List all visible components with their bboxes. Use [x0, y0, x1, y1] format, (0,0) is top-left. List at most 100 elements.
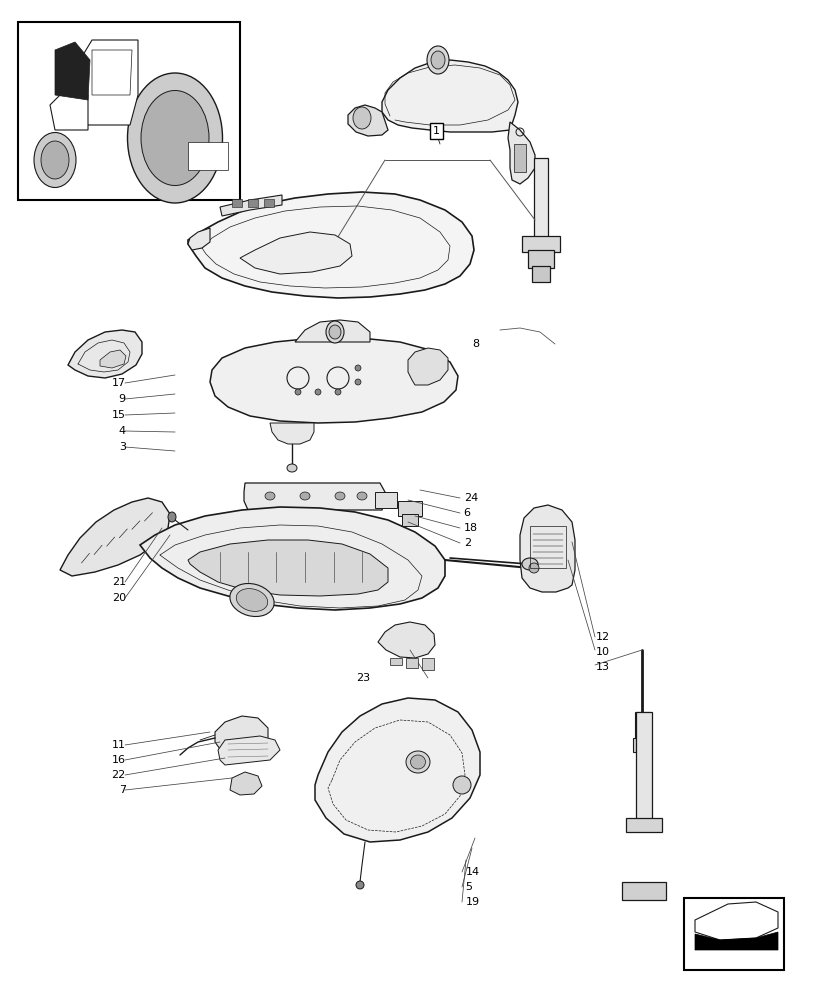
Text: 8: 8 [471, 339, 479, 349]
Bar [521, 236, 559, 252]
Text: 11: 11 [112, 740, 126, 750]
Polygon shape [405, 658, 418, 668]
Polygon shape [80, 40, 138, 125]
Text: 4: 4 [118, 426, 126, 436]
Polygon shape [694, 902, 777, 940]
Ellipse shape [525, 561, 542, 575]
Text: 1: 1 [433, 126, 439, 136]
Ellipse shape [355, 365, 361, 371]
Text: 6: 6 [463, 508, 470, 518]
Text: 23: 23 [356, 673, 370, 683]
Ellipse shape [352, 107, 370, 129]
Bar [532, 266, 549, 282]
Ellipse shape [230, 583, 274, 617]
Polygon shape [100, 350, 126, 368]
Bar [528, 250, 553, 268]
Text: 18: 18 [463, 523, 477, 533]
Polygon shape [68, 330, 141, 378]
Ellipse shape [127, 73, 222, 203]
Ellipse shape [355, 379, 361, 385]
Ellipse shape [431, 51, 444, 69]
Bar [632, 738, 650, 752]
Ellipse shape [168, 512, 176, 522]
Polygon shape [92, 50, 131, 95]
Bar [533, 158, 547, 238]
Bar [514, 144, 525, 172]
Ellipse shape [335, 389, 341, 395]
Ellipse shape [236, 589, 267, 611]
Text: 3: 3 [119, 442, 126, 452]
Polygon shape [314, 698, 480, 842]
Text: 12: 12 [595, 632, 609, 642]
Text: 20: 20 [112, 593, 126, 603]
Ellipse shape [326, 321, 343, 343]
Bar [635, 712, 651, 822]
Text: 13: 13 [595, 662, 609, 672]
Bar [625, 818, 662, 832]
Ellipse shape [34, 133, 76, 188]
Text: 19: 19 [465, 897, 479, 907]
Polygon shape [378, 622, 434, 658]
Polygon shape [270, 423, 313, 444]
Text: 7: 7 [118, 785, 126, 795]
Polygon shape [188, 228, 210, 250]
Bar [398, 501, 422, 516]
Ellipse shape [356, 492, 366, 500]
Bar [232, 199, 241, 207]
Ellipse shape [314, 389, 321, 395]
Text: 14: 14 [465, 867, 479, 877]
Polygon shape [694, 932, 777, 950]
Ellipse shape [528, 563, 538, 573]
Polygon shape [215, 716, 268, 756]
Bar [621, 882, 665, 900]
Polygon shape [50, 90, 88, 130]
Bar [248, 199, 258, 207]
Text: 15: 15 [112, 410, 126, 420]
Polygon shape [244, 483, 385, 510]
Polygon shape [220, 195, 282, 216]
Ellipse shape [265, 492, 275, 500]
Bar [188, 142, 227, 170]
Polygon shape [381, 60, 518, 132]
Polygon shape [422, 658, 433, 670]
Bar [18, 22, 240, 200]
Ellipse shape [328, 325, 341, 339]
Polygon shape [140, 507, 444, 610]
Polygon shape [210, 338, 457, 423]
Polygon shape [240, 232, 351, 274]
Ellipse shape [356, 881, 364, 889]
Ellipse shape [410, 755, 425, 769]
Ellipse shape [41, 141, 69, 179]
Bar [375, 492, 396, 508]
Ellipse shape [452, 776, 471, 794]
Polygon shape [347, 105, 388, 136]
Text: 16: 16 [112, 755, 126, 765]
Ellipse shape [335, 492, 345, 500]
Text: 2: 2 [463, 538, 471, 548]
Ellipse shape [294, 389, 301, 395]
Bar [402, 514, 418, 526]
Ellipse shape [287, 464, 297, 472]
Polygon shape [188, 540, 388, 596]
Text: 22: 22 [112, 770, 126, 780]
Bar [634, 712, 649, 740]
Bar [264, 199, 274, 207]
Text: 21: 21 [112, 577, 126, 587]
Polygon shape [390, 658, 402, 665]
Polygon shape [60, 498, 170, 576]
Polygon shape [408, 348, 447, 385]
Bar [529, 526, 566, 568]
Polygon shape [294, 320, 370, 342]
Text: 17: 17 [112, 378, 126, 388]
Text: 5: 5 [465, 882, 471, 892]
Text: 24: 24 [463, 493, 477, 503]
Ellipse shape [521, 558, 538, 570]
Ellipse shape [405, 751, 429, 773]
Ellipse shape [141, 91, 208, 186]
Polygon shape [508, 122, 534, 184]
Text: 9: 9 [118, 394, 126, 404]
Bar [683, 898, 783, 970]
Ellipse shape [427, 46, 448, 74]
Polygon shape [55, 42, 90, 100]
Polygon shape [188, 192, 473, 298]
